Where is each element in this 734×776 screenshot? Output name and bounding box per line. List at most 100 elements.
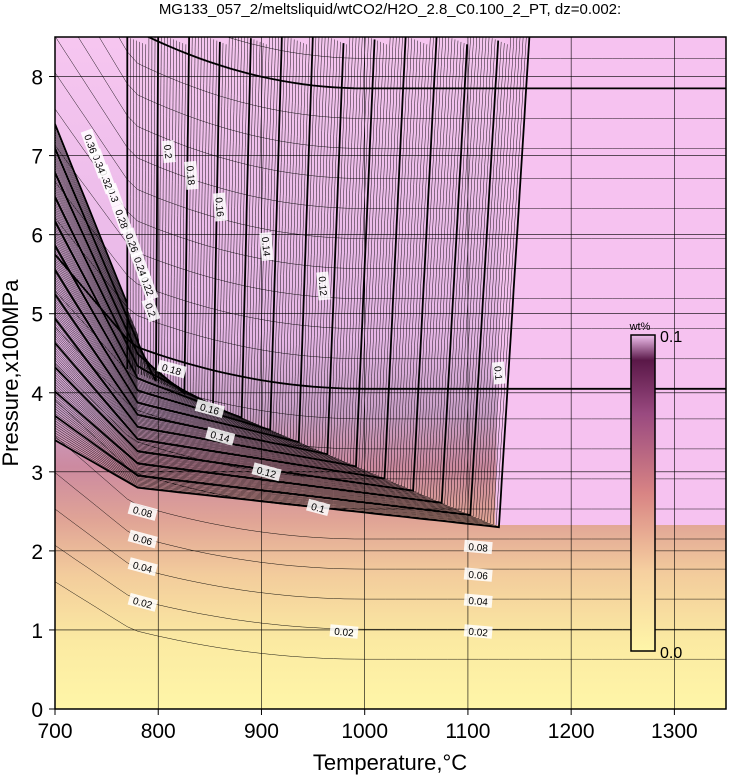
- contour-line-minor: [55, 37, 320, 445]
- contour-line-minor: [55, 43, 304, 439]
- contour-label-bg: [306, 498, 331, 517]
- contour-line-minor: [55, 39, 295, 435]
- contour-line-major: [55, 253, 726, 390]
- y-tick-label: 5: [31, 304, 43, 327]
- contour-line-minor: [55, 37, 394, 474]
- colorbar-unit: wt%: [629, 321, 651, 333]
- contour-line-minor: [55, 44, 307, 440]
- contour-line-minor: [55, 39, 456, 499]
- contour-line-minor: [55, 181, 726, 329]
- contour-line-minor: [55, 37, 527, 527]
- x-axis: 700 800 900 1000 1100 1200 1300: [37, 709, 698, 743]
- contour-line-minor: [55, 72, 726, 239]
- contour-line-minor: [55, 37, 323, 446]
- contour-line-minor: [55, 37, 289, 433]
- contour-line-minor: [55, 37, 354, 459]
- contour-label: 0.16: [212, 192, 228, 222]
- chart-title: MG133_057_2/meltsliquid/wtCO2/H2O_2.8_C0…: [159, 1, 621, 18]
- x-tick-label: 1000: [341, 720, 388, 743]
- contour-label-bg: [463, 624, 493, 639]
- contour-label-bg: [463, 593, 493, 608]
- contour-line-minor: [55, 508, 726, 600]
- contour-line-minor: [55, 38, 211, 403]
- contour-line-minor: [55, 38, 171, 387]
- contour-line-minor: [55, 39, 416, 483]
- contour-line-major: [55, 39, 376, 468]
- contour-line-minor: [55, 41, 301, 438]
- contour-line-minor: [55, 44, 387, 472]
- contour-line-major: [55, 37, 129, 369]
- contour-line-minor: [55, 37, 233, 411]
- contour-line-minor: [55, 37, 515, 522]
- contour-line-minor: [55, 37, 360, 461]
- y-tick-label: 1: [31, 620, 43, 643]
- contour-line-minor: [55, 37, 434, 490]
- contour-label-text: 0.04: [131, 560, 153, 576]
- contour-label-text: 0.16: [212, 197, 225, 218]
- contour-line-major: [55, 38, 252, 419]
- contour-line-minor: [55, 108, 726, 269]
- contour-line-minor: [55, 37, 168, 386]
- contour-label-bg: [130, 251, 152, 282]
- contour-label-bg: [121, 227, 143, 258]
- x-tick-label: 1200: [548, 720, 595, 743]
- contour-line-minor: [55, 38, 493, 513]
- x-tick-label: 1300: [651, 720, 698, 743]
- contour-label-bg: [127, 557, 158, 577]
- contour-line-minor: [55, 40, 218, 405]
- contour-label-text: 0.2: [142, 302, 157, 319]
- contour-label: 0.14: [205, 426, 236, 446]
- contour-line-minor: [55, 326, 726, 450]
- contour-line-minor: [55, 38, 372, 466]
- contour-label-bg: [329, 624, 359, 639]
- contour-line-minor: [55, 41, 462, 501]
- contour-line-minor: [55, 39, 174, 388]
- contour-line-minor: [55, 41, 381, 470]
- x-axis-label: Temperature,°C: [313, 750, 467, 775]
- contour-label: 0.06: [127, 529, 158, 549]
- contour-line-major: [55, 37, 438, 492]
- contour-label-text: 0.12: [255, 465, 277, 481]
- contour-label: 0.02: [127, 592, 158, 612]
- contour-line-minor: [55, 37, 270, 426]
- contour-line-major: [55, 37, 191, 396]
- contour-line-major: [55, 37, 160, 382]
- contour-label-bg: [213, 192, 228, 222]
- contour-label: 0.16: [194, 399, 225, 419]
- contour-line-minor: [55, 43, 184, 392]
- contour-line-minor: [55, 37, 280, 429]
- contour-line-minor: [55, 41, 341, 454]
- colorbar-fill: [630, 334, 656, 652]
- contour-label-bg: [156, 359, 187, 379]
- contour-label: 0.08: [127, 501, 158, 521]
- contour-label: 0.06: [463, 567, 493, 582]
- contour-line-minor: [55, 38, 292, 434]
- contour-line-minor: [55, 37, 310, 442]
- contour-label-text: 0.14: [209, 430, 231, 446]
- contour-line-minor: [55, 37, 391, 473]
- contour-line-minor: [55, 44, 508, 519]
- contour-line-minor: [55, 37, 276, 428]
- contour-line-minor: [55, 43, 425, 487]
- contour-line-minor: [55, 145, 726, 299]
- contour-label-text: 0.02: [468, 627, 489, 640]
- contour-label-bg: [127, 529, 158, 549]
- contour-label-bg: [259, 232, 274, 261]
- contour-label-text: 0.08: [131, 505, 153, 521]
- contour-line-minor: [55, 40, 419, 484]
- contour-line-minor: [55, 37, 443, 494]
- plot-area: 0.02 0.02 0.04 0.06 0.08 0.1 0.12 0.14 0.16 0.18 0…: [54, 36, 727, 710]
- contour-label-bg: [111, 203, 133, 235]
- contour-line-minor: [55, 39, 335, 451]
- contour-label-text: 0.14: [259, 236, 272, 257]
- contour-line-major: [55, 37, 531, 529]
- y-tick-label: 6: [31, 225, 43, 248]
- contour-label: 0.12: [251, 462, 282, 482]
- contour-line-minor: [77, 37, 726, 179]
- contour-label-text: 0.16: [199, 402, 221, 418]
- contour-line-minor: [55, 37, 474, 506]
- x-tick-label: 900: [244, 720, 279, 743]
- contour-label: 0.04: [127, 557, 158, 577]
- y-tick-label: 3: [31, 462, 43, 485]
- contour-labels: 0.02 0.02 0.04 0.06 0.08 0.1 0.12 0.14 0.16 0.18 0…: [80, 128, 506, 639]
